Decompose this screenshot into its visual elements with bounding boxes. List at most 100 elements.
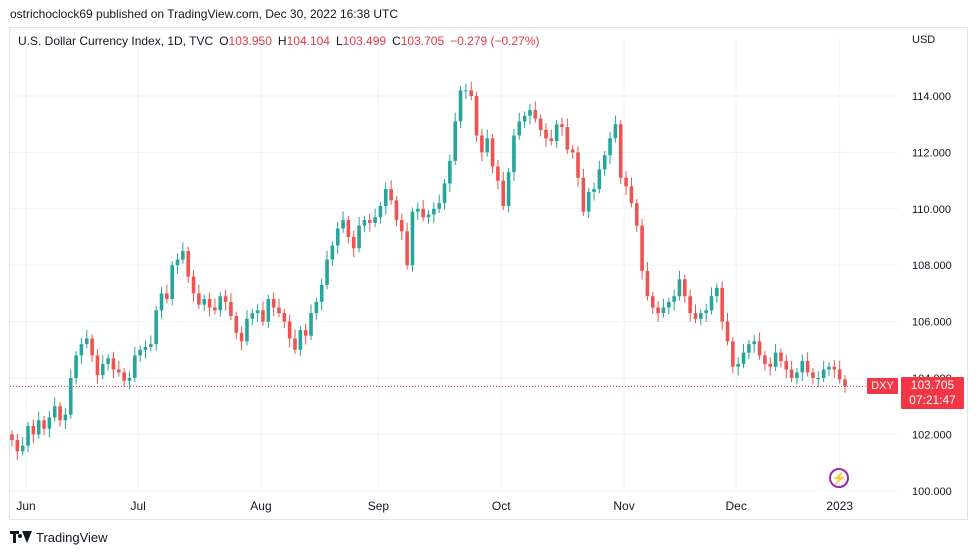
candle-body [239,332,244,342]
candle-body [10,434,14,441]
candle-body [650,296,655,308]
candle-body [699,313,703,319]
x-tick-label: Aug [250,499,271,513]
candle-body [405,231,409,266]
candle-body [394,200,399,221]
candle-body [143,346,148,350]
candle-body [560,124,564,128]
x-tick-label: Sep [368,499,390,513]
currency-label[interactable]: USD [912,34,936,46]
candle-body [480,135,484,153]
candle-body [522,115,527,122]
candle-body [159,293,164,311]
last-price-badge: 103.705 07:21:47 [901,377,964,409]
candle-body [362,220,367,226]
candle-body [768,363,773,367]
bar-countdown: 07:21:47 [909,393,956,407]
candle-body [800,361,805,373]
candle-body [325,259,329,285]
chart-panel[interactable] [9,27,968,520]
candle-body [576,152,580,178]
candle-body [357,225,361,249]
candle-body [298,330,303,350]
y-tick-label: 112.000 [912,147,951,159]
y-tick-label: 102.000 [912,429,952,441]
candle-body [533,110,538,119]
candle-body [20,445,25,452]
candle-body [763,355,767,364]
y-tick-label: 114.000 [912,91,951,103]
candle-body [805,361,810,373]
candle-body [432,208,436,215]
x-tick-label: Dec [726,499,747,513]
lightning-bolt-icon[interactable]: ⚡ [829,468,849,488]
candle-body [165,293,169,300]
candle-body [207,299,212,308]
candle-body [821,369,826,378]
candle-body [149,344,153,347]
candle-body [416,208,420,212]
candle-body [341,220,345,229]
candle-body [677,279,682,297]
candle-body [213,307,217,311]
candle-body [202,299,207,305]
candle-body [293,338,297,350]
chart-legend: U.S. Dollar Currency Index, 1D, TVC O103.… [18,34,540,48]
legend-high-value: 104.104 [286,34,330,48]
candle-body [485,138,490,153]
candle-body [581,177,586,212]
candle-body [170,265,174,300]
candle-body [106,358,110,364]
candle-body [100,363,105,376]
candle-body [261,310,265,322]
legend-symbol: U.S. Dollar Currency Index, 1D, TVC [18,34,214,48]
candle-body [303,330,308,336]
candle-body [410,211,415,266]
candle-body [223,296,228,302]
candle-body [741,352,746,364]
candle-body [704,310,708,314]
candle-body [715,287,719,297]
candle-body [837,369,842,380]
candle-body [731,341,735,367]
candle-body [448,160,452,184]
tradingview-brand[interactable]: TradingView [10,530,108,545]
candle-body [512,135,516,173]
legend-low-value: 103.499 [342,34,387,48]
candle-body [229,301,233,316]
candle-body [84,338,89,345]
legend-low-label: L [335,34,343,48]
candle-body [47,417,52,429]
candle-body [90,338,94,356]
candle-body [271,299,276,308]
candle-body [453,121,457,161]
candle-body [747,344,751,353]
candle-body [779,352,783,362]
candle-body [709,296,714,311]
candle-body [757,341,762,356]
candle-body [795,372,799,378]
candle-body [437,203,441,209]
candle-body [570,149,575,153]
candle-body [389,189,393,201]
candle-body [31,425,36,435]
candle-body [613,124,618,139]
candle-body [218,296,223,311]
candle-body [197,293,201,305]
candle-body [789,369,794,378]
candle-body [725,321,730,342]
candle-body [528,110,532,116]
candle-body [565,127,570,150]
candle-body [602,155,607,170]
candle-body [458,90,463,122]
candle-body [181,251,185,260]
candle-body [309,313,313,336]
candle-body [95,355,100,376]
candle-body [752,341,757,345]
candle-body [720,287,724,322]
last-price-value: 103.705 [910,378,955,392]
candle-body [63,414,68,421]
candle-body [661,307,666,314]
publish-info: ostrichoclock69 published on TradingView… [10,7,399,21]
